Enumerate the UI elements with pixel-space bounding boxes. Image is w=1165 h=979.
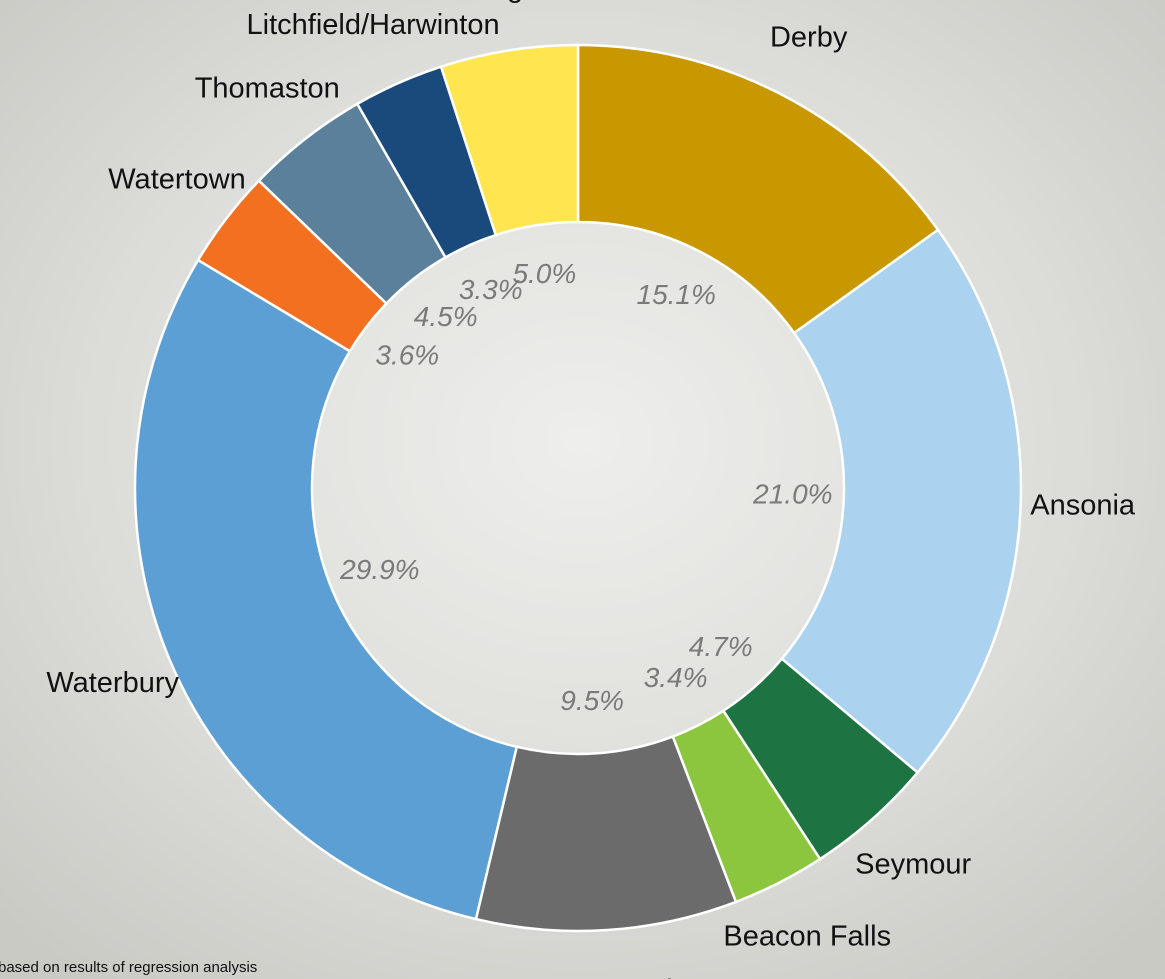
category-label: Watertown [108,164,246,196]
value-label: 29.9% [339,554,419,585]
footnote: based on results of regression analysis [0,959,257,976]
donut-segment [576,43,940,335]
category-label: Thomaston [195,73,340,105]
value-label: 3.3% [459,274,523,305]
value-label: 4.5% [414,301,478,332]
value-label: 4.7% [689,631,753,662]
value-label: 9.5% [560,685,624,716]
category-label: Ansonia [1030,490,1136,522]
category-label: Naugatuck [542,975,681,979]
category-label: Waterbury [46,667,179,699]
donut-segment [133,258,519,921]
value-label: 15.1% [637,279,716,310]
value-label: 21.0% [752,478,832,509]
value-label: 3.6% [375,340,439,371]
value-label: 3.4% [644,662,708,693]
category-label: Seymour [855,848,971,880]
category-label: Litchfield/Harwinton [247,9,500,41]
donut-segment [439,43,580,237]
donut-segment [780,228,1023,775]
value-label: 5.0% [512,258,576,289]
category-label: Torrington [435,0,564,4]
category-label: Derby [770,21,848,53]
category-label: Beacon Falls [723,921,891,953]
